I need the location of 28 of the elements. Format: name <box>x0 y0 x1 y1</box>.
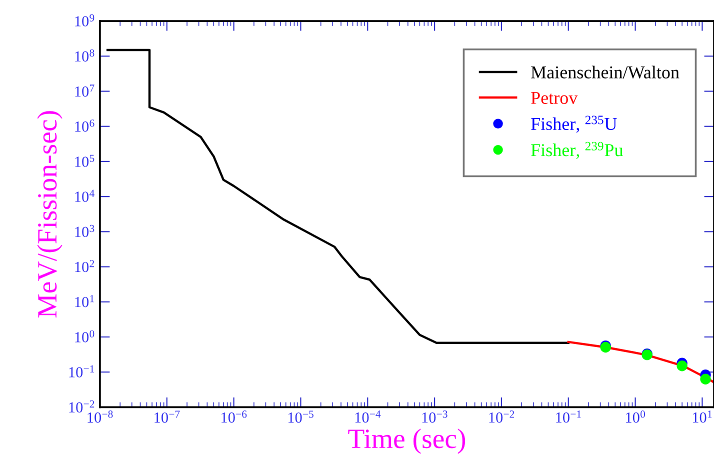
x-tick-label: 10$^{−3}$ <box>422 410 448 423</box>
x-tick-label: 10$^{−4}$ <box>355 410 381 423</box>
y-axis-title: MeV/(Fission-sec) <box>37 111 62 318</box>
y-tick-label: 10$^{4}$ <box>75 190 94 202</box>
y-tick-label: 10$^{6}$ <box>75 120 94 132</box>
y-tick-label: 10$^{2}$ <box>75 260 94 272</box>
y-tick-label: 10$^{9}$ <box>75 14 94 26</box>
y-tick-label: 10$^{3}$ <box>75 224 94 238</box>
y-tick-label: 10$^{1}$ <box>75 295 94 308</box>
x-axis-title: Time (sec) <box>348 428 466 454</box>
x-tick-label: 10$^{−8}$ <box>88 410 113 423</box>
y-tick-label: 10$^{7}$ <box>75 84 94 97</box>
legend-label: Petrov <box>531 92 578 104</box>
y-tick-label: 10$^{0}$ <box>75 330 94 342</box>
x-tick-label: 10$^{−6}$ <box>222 410 247 423</box>
x-tick-label: 10$^{−7}$ <box>154 410 180 423</box>
legend-label: Fisher, $^{235}$U <box>531 116 617 133</box>
x-tick-label: 10$^{1}$ <box>692 410 712 423</box>
x-tick-label: 10$^{0}$ <box>626 410 646 423</box>
y-tick-label: 10$^{5}$ <box>75 154 94 167</box>
legend-label: Fisher, $^{239}$Pu <box>531 142 623 159</box>
y-tick-label: 10$^{8}$ <box>75 49 94 62</box>
x-tick-label: 10$^{−1}$ <box>556 410 581 423</box>
y-tick-label: 10$^{−1}$ <box>69 365 94 378</box>
legend-label: Maienschein/Walton <box>531 66 680 79</box>
x-tick-label: 10$^{−5}$ <box>288 410 314 423</box>
x-tick-label: 10$^{−2}$ <box>489 410 514 423</box>
y-tick-label: 10$^{−2}$ <box>69 400 94 413</box>
